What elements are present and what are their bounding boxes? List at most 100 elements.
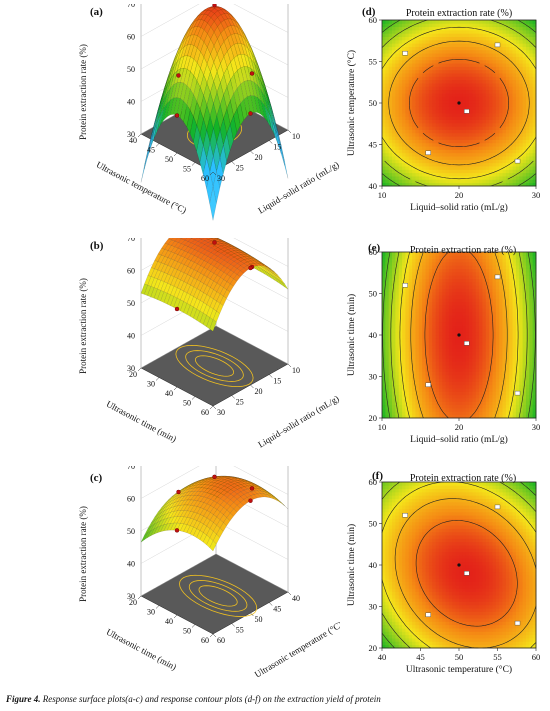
contour-cell <box>398 166 403 170</box>
contour-cell <box>385 301 390 306</box>
contour-cell <box>412 408 416 412</box>
contour-cell <box>385 56 390 61</box>
contour-cell <box>382 328 386 333</box>
contour-cell <box>425 76 430 81</box>
contour-cell <box>452 182 457 187</box>
contour-cell <box>425 344 430 349</box>
contour-cell <box>388 112 393 117</box>
surface-quad <box>240 99 248 121</box>
contour-cell <box>432 139 436 144</box>
contour-cell <box>452 96 457 101</box>
contour-cell <box>398 384 403 389</box>
contour-cell <box>405 374 410 379</box>
contour-cell <box>415 285 420 289</box>
contour-cell <box>505 139 510 144</box>
contour-cell <box>385 381 390 386</box>
contour-cell <box>392 156 396 160</box>
contour-cell <box>522 149 527 154</box>
contour-cell <box>482 112 487 117</box>
contour-cell <box>442 182 447 187</box>
contour-cell <box>408 364 413 369</box>
contour-cell <box>418 59 423 64</box>
contour-cell <box>445 29 450 34</box>
contour-cell <box>448 398 453 402</box>
contour-cell <box>408 99 413 104</box>
contour-cell <box>445 166 450 170</box>
contour-cell <box>485 23 490 28</box>
contour-cell <box>402 39 406 44</box>
contour-cell <box>408 139 413 144</box>
contour-cell <box>442 361 447 366</box>
contour-cell <box>459 146 463 150</box>
contour-cell <box>422 278 426 283</box>
contour-cell <box>428 99 433 104</box>
contour-cell <box>479 169 483 174</box>
contour-cell <box>495 63 500 67</box>
contour-cell <box>428 341 433 346</box>
contour-cell <box>452 149 457 154</box>
contour-cell <box>385 119 390 124</box>
contour-cell <box>422 66 426 71</box>
contour-cell <box>422 182 426 187</box>
contour-cell <box>395 53 400 57</box>
contour-cell <box>402 371 406 376</box>
contour-cell <box>395 341 400 346</box>
contour-cell <box>475 56 480 61</box>
contour-cell <box>505 169 510 174</box>
contour-cell <box>475 103 480 107</box>
contour-cell <box>452 408 457 412</box>
contour-cell <box>388 122 393 127</box>
contour-cell <box>435 142 440 147</box>
contour-cell <box>425 401 430 406</box>
contour-cell <box>395 281 400 286</box>
contour-cell <box>525 49 530 54</box>
contour-cell <box>469 76 473 81</box>
surface-quad <box>231 477 239 480</box>
contour-cell <box>525 103 530 107</box>
contour-cell <box>479 26 483 31</box>
contour-cell <box>395 139 400 144</box>
contour-cell <box>469 43 473 47</box>
contour-cell <box>465 69 470 74</box>
contour-cell <box>505 126 510 130</box>
contour-cell <box>382 152 386 157</box>
contour-cell <box>415 252 420 256</box>
contour-cell <box>425 142 430 147</box>
contour-cell <box>382 271 386 276</box>
contour-cell <box>475 129 480 134</box>
contour-cell <box>408 86 413 91</box>
contour-cell <box>499 73 503 77</box>
contour-cell <box>442 318 447 323</box>
contour-cell <box>412 391 416 396</box>
contour-cell <box>415 66 420 71</box>
surface-quad <box>210 81 218 105</box>
contour-cell <box>382 281 386 286</box>
contour-cell <box>459 172 463 177</box>
contour-cell <box>499 166 503 170</box>
contour-cell <box>388 295 393 299</box>
contour-cell <box>492 99 497 104</box>
contour-cell <box>452 401 457 406</box>
contour-cell <box>432 411 436 416</box>
contour-cell <box>499 76 503 81</box>
contour-cell <box>532 76 537 81</box>
contour-cell <box>495 146 500 150</box>
contour-cell <box>398 364 403 369</box>
contour-cell <box>442 179 447 184</box>
contour-cell <box>412 182 416 187</box>
contour-cell <box>492 176 497 180</box>
contour-cell <box>499 26 503 31</box>
contour-cell <box>485 43 490 47</box>
contour-cell <box>512 23 517 28</box>
contour-cell <box>388 53 393 57</box>
contour-cell <box>475 63 480 67</box>
contour-cell <box>418 335 423 339</box>
contour-cell <box>428 364 433 369</box>
surface-quad <box>207 17 215 28</box>
contour-cell <box>412 258 416 263</box>
contour-cell <box>422 63 426 67</box>
contour-cell <box>448 255 453 260</box>
contour-cell <box>502 142 507 147</box>
contour-cell <box>392 182 396 187</box>
contour-cell <box>502 73 507 77</box>
